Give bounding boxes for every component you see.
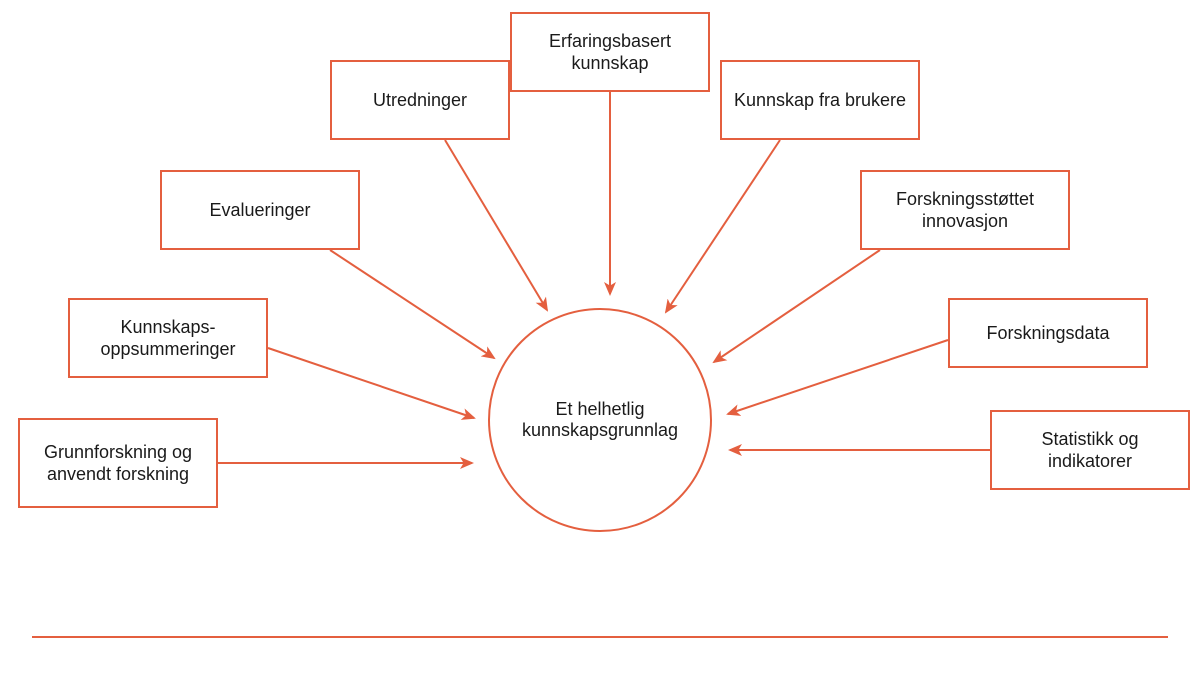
arrow-brukere xyxy=(666,140,780,312)
node-label: Utredninger xyxy=(373,89,467,112)
arrow-kunnskapsopps xyxy=(268,348,474,418)
arrow-utredninger xyxy=(445,140,547,310)
center-node: Et helhetlig kunnskapsgrunnlag xyxy=(488,308,712,532)
center-label: Et helhetlig kunnskapsgrunnlag xyxy=(508,399,692,441)
node-label: Grunnforskning og anvendt forskning xyxy=(30,441,206,486)
node-utredninger: Utredninger xyxy=(330,60,510,140)
arrow-evalueringer xyxy=(330,250,494,358)
node-forskningsinnov: Forskningsstøttet innovasjon xyxy=(860,170,1070,250)
node-label: Evalueringer xyxy=(209,199,310,222)
node-label: Forskningsdata xyxy=(986,322,1109,345)
node-grunnforskning: Grunnforskning og anvendt forskning xyxy=(18,418,218,508)
arrow-forskningsdata xyxy=(728,340,948,414)
node-erfaringsbasert: Erfaringsbasert kunnskap xyxy=(510,12,710,92)
bottom-rule xyxy=(32,636,1168,638)
node-label: Forskningsstøttet innovasjon xyxy=(872,188,1058,233)
node-label: Erfaringsbasert kunnskap xyxy=(522,30,698,75)
node-evalueringer: Evalueringer xyxy=(160,170,360,250)
node-label: Kunnskaps-oppsummeringer xyxy=(80,316,256,361)
node-label: Statistikk og indikatorer xyxy=(1002,428,1178,473)
diagram-canvas: Grunnforskning og anvendt forskning Kunns… xyxy=(0,0,1200,677)
arrow-forskningsinnov xyxy=(714,250,880,362)
node-forskningsdata: Forskningsdata xyxy=(948,298,1148,368)
node-label: Kunnskap fra brukere xyxy=(734,89,906,112)
node-brukere: Kunnskap fra brukere xyxy=(720,60,920,140)
node-statistikk: Statistikk og indikatorer xyxy=(990,410,1190,490)
node-kunnskapsopps: Kunnskaps-oppsummeringer xyxy=(68,298,268,378)
